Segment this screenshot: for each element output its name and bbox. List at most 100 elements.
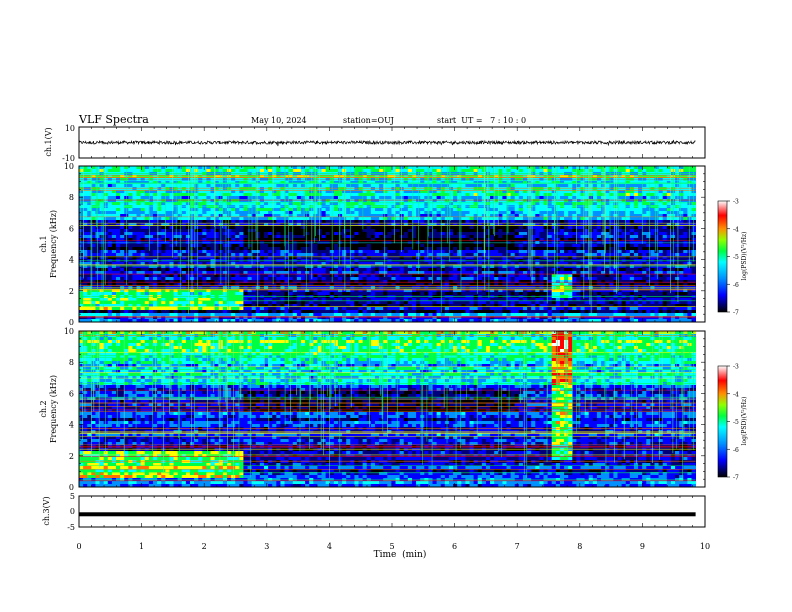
ch1-spec-cell xyxy=(461,304,466,308)
ch1-spec-cell xyxy=(194,298,199,302)
ch1-spec-cell xyxy=(218,319,224,323)
ch1-spec-cell xyxy=(136,244,142,248)
ch1-spec-cell xyxy=(321,316,327,320)
ch1-spec-cell xyxy=(263,310,269,314)
ch1-spec-cell xyxy=(300,229,306,233)
ch1-spec-cell xyxy=(177,232,183,236)
ch1-spec-cell xyxy=(276,229,281,233)
ch1-spec-cell xyxy=(354,313,359,317)
ch1-spec-cell xyxy=(107,235,113,239)
ch1-spec-cell xyxy=(272,184,277,188)
ch1-spec-cell xyxy=(300,196,306,200)
ch1-spec-cell xyxy=(79,166,84,170)
ch1-spec-cell xyxy=(247,232,253,236)
ch1-spec-cell xyxy=(222,193,228,197)
ch1-spec-cell xyxy=(370,316,376,320)
ch1-spec-cell xyxy=(305,181,310,185)
ch1-spec-cell xyxy=(465,268,470,272)
ch1-spec-cell xyxy=(202,232,207,236)
ch1-spec-cell xyxy=(465,247,470,251)
ch1-spec-cell xyxy=(198,202,203,206)
ch1-spec-cell xyxy=(305,184,310,188)
ch1-spec-cell xyxy=(99,304,105,308)
ch1-spec-cell xyxy=(165,208,170,212)
ch1-spec-cell xyxy=(358,217,364,221)
ch1-spec-cell xyxy=(263,235,269,239)
ch1-spec-cell xyxy=(379,310,384,314)
ch1-spec-cell xyxy=(247,184,253,188)
ch1-spec-cell xyxy=(305,256,310,260)
ch1-spec-cell xyxy=(268,280,273,284)
ch1-spec-cell xyxy=(457,301,462,305)
ch1-spec-cell xyxy=(226,310,232,314)
ch1-spec-cell xyxy=(165,256,170,260)
ch1-spec-cell xyxy=(461,184,466,188)
ch1-spec-cell xyxy=(148,169,154,173)
ch1-spec-cell xyxy=(116,208,121,212)
ch1-spec-cell xyxy=(263,166,269,170)
ch1-spec-cell xyxy=(255,316,261,320)
ch1-spec-cell xyxy=(165,268,170,272)
ch1-spec-cell xyxy=(177,265,183,269)
ch1-spec-cell xyxy=(169,196,174,200)
ch1-spec-cell xyxy=(194,271,199,275)
ch1-spec-cell xyxy=(342,307,347,311)
ch1-spec-cell xyxy=(370,238,376,242)
ch1-spec-cell xyxy=(407,181,413,185)
ch1-spec-cell xyxy=(444,274,450,278)
ch1-spec-cell xyxy=(235,214,240,218)
ch1-spec-cell xyxy=(325,193,331,197)
ch1-spec-cell xyxy=(424,295,429,299)
ch1-spec-cell xyxy=(120,229,125,233)
ch1-spec-cell xyxy=(424,205,429,209)
ch1-spec-cell xyxy=(165,316,170,320)
ch1-spec-cell xyxy=(292,217,298,221)
ch1-spec-cell xyxy=(383,205,388,209)
ch1-spec-cell xyxy=(309,217,314,221)
ch1-spec-cell xyxy=(247,166,253,170)
ch1-spec-cell xyxy=(152,190,158,194)
ch1-spec-cell xyxy=(95,214,100,218)
ch1-spec-cell xyxy=(321,274,327,278)
ch1-spec-cell xyxy=(214,244,220,248)
ch1-spec-cell xyxy=(148,277,154,281)
ch1-spec-cell xyxy=(91,244,96,248)
ch1-spec-cell xyxy=(407,310,413,314)
ch1-spec-cell xyxy=(128,292,133,296)
ch1-spec-cell xyxy=(111,166,117,170)
ch1-spec-cell xyxy=(354,169,359,173)
ch1-spec-cell xyxy=(214,217,220,221)
ch1-spec-cell xyxy=(391,214,396,218)
ch1-spec-cell xyxy=(436,226,442,230)
ch1-spec-cell xyxy=(83,235,88,239)
ch1-spec-cell xyxy=(391,295,396,299)
ch1-spec-cell xyxy=(148,301,154,305)
ch1-spec-cell xyxy=(231,217,236,221)
ch1-spec-cell xyxy=(469,217,475,221)
ch1-spec-cell xyxy=(325,217,331,221)
ch1-spec-cell xyxy=(379,295,384,299)
ch1-spec-cell xyxy=(169,202,174,206)
ch1-spec-cell xyxy=(140,250,146,254)
ch1-spec-cell xyxy=(313,304,318,308)
ch1-spec-cell xyxy=(243,220,248,224)
ch1-spec-cell xyxy=(292,295,298,299)
ch1-spec-cell xyxy=(206,190,211,194)
ch1-spec-cell xyxy=(185,316,191,320)
ch1-spec-cell xyxy=(263,190,269,194)
ch1-spec-cell xyxy=(116,223,121,227)
ch1-spec-cell xyxy=(374,295,380,299)
ch1-spec-cell xyxy=(366,229,372,233)
ch1-spec-cell xyxy=(321,250,327,254)
ch1-spec-cell xyxy=(469,187,475,191)
ch1-spec-cell xyxy=(177,169,183,173)
ch1-spec-cell xyxy=(268,226,273,230)
ch1-spec-cell xyxy=(469,277,475,281)
ch1-spec-cell xyxy=(292,205,298,209)
ch1-spec-cell xyxy=(120,208,125,212)
ch1-spec-cell xyxy=(251,316,257,320)
ch1-spec-cell xyxy=(387,304,392,308)
ch1-spec-cell xyxy=(411,208,417,212)
ch1-spec-cell xyxy=(165,202,170,206)
ch1-spec-cell xyxy=(111,256,117,260)
